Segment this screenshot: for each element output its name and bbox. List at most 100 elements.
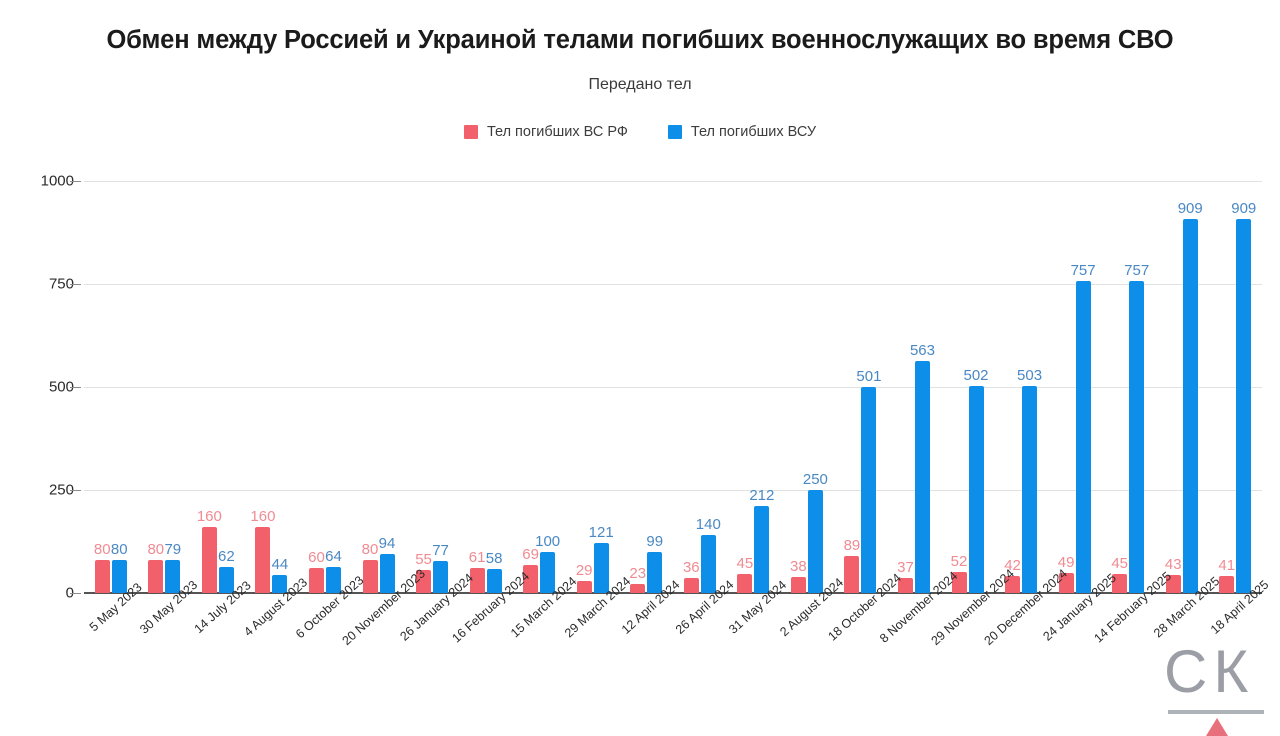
bar[interactable]: 64 [325, 549, 342, 593]
bar[interactable]: 89 [844, 538, 860, 593]
bar[interactable]: 60 [308, 550, 325, 593]
bar-group: 45 212 [727, 181, 781, 593]
bar-group: 80 94 [352, 181, 406, 593]
bar[interactable]: 121 [589, 525, 614, 593]
bar-value-label: 94 [378, 535, 396, 553]
bar-value-label: 69 [522, 545, 539, 563]
bar[interactable]: 160 [197, 509, 222, 593]
y-axis-tick-mark [70, 284, 81, 285]
bar[interactable]: 77 [432, 543, 449, 593]
bar-value-label: 502 [963, 367, 989, 385]
bar[interactable]: 44 [272, 557, 288, 593]
bar[interactable]: 23 [629, 566, 646, 593]
bar[interactable]: 503 [1017, 368, 1042, 593]
bar-value-label: 38 [790, 558, 807, 576]
bar-group: 89 501 [834, 181, 888, 593]
x-axis-tick: 29 March 2024 [562, 574, 633, 714]
bar[interactable]: 100 [535, 534, 560, 593]
bar-value-label: 41 [1218, 557, 1236, 575]
bar[interactable]: 757 [1124, 263, 1149, 593]
x-axis-tick: 20 November 2023 [339, 566, 427, 714]
bar-value-label: 80 [147, 541, 165, 559]
x-axis-tick: 4 August 2023 [242, 575, 311, 714]
bar-group: 61 58 [459, 181, 513, 593]
x-axis-tick: 2 August 2024 [777, 575, 846, 714]
bar-value-label: 140 [695, 516, 721, 534]
x-axis-tick: 8 November 2024 [877, 569, 960, 714]
bar-group: 80 80 [84, 181, 138, 593]
x-axis-tick: 14 February 2025 [1091, 569, 1174, 714]
gridline [84, 284, 1262, 285]
x-axis-tick: 29 November 2024 [928, 566, 1016, 714]
gridline [84, 387, 1262, 388]
bar-value-label: 45 [1111, 555, 1128, 573]
bar-value-label: 757 [1070, 262, 1096, 280]
bar[interactable]: 61 [469, 550, 485, 593]
bar-group: 41 909 [1208, 181, 1262, 593]
x-axis-labels: 5 May 2023 30 May 2023 14 July 2023 4 Augus… [84, 566, 1272, 714]
bar-value-label: 89 [843, 537, 861, 555]
x-axis-tick: 18 April 2025 [1208, 578, 1272, 714]
bar-value-label: 80 [361, 541, 379, 559]
legend-item-blue[interactable]: Тел погибших ВСУ [667, 124, 816, 140]
bar[interactable]: 36 [683, 560, 700, 593]
bar-value-label: 55 [415, 551, 432, 569]
bar-group: 160 44 [245, 181, 299, 593]
bar-value-label: 58 [485, 550, 503, 568]
bar-value-label: 79 [164, 541, 182, 559]
bar[interactable]: 99 [646, 534, 663, 593]
bar-value-label: 64 [325, 547, 342, 565]
bar[interactable]: 62 [218, 549, 235, 593]
x-axis-tick: 5 May 2023 [84, 580, 144, 714]
bar[interactable]: 55 [415, 552, 432, 593]
bar[interactable]: 42 [1004, 558, 1021, 593]
bar[interactable]: 80 [111, 542, 128, 593]
x-axis-tick: 31 May 2024 [726, 578, 789, 714]
bar-value-label: 36 [682, 559, 700, 577]
bar[interactable]: 140 [696, 517, 721, 593]
x-axis-tick: 20 December 2024 [982, 566, 1070, 714]
x-axis-line [84, 592, 1262, 594]
bar[interactable]: 563 [910, 343, 935, 593]
y-axis-tick-label: 250 [48, 481, 74, 499]
bar[interactable]: 38 [790, 559, 807, 593]
bar-group: 45 757 [1101, 181, 1155, 593]
bar[interactable]: 250 [803, 472, 828, 593]
y-axis-tick-mark [70, 593, 81, 594]
bar-value-label: 909 [1231, 199, 1257, 217]
x-axis-tick: 18 October 2024 [826, 571, 905, 714]
gridline [84, 490, 1262, 491]
bar-group: 49 757 [1048, 181, 1102, 593]
bar[interactable]: 43 [1165, 557, 1182, 593]
bar[interactable]: 29 [576, 563, 593, 593]
bar[interactable]: 212 [749, 488, 774, 593]
bar[interactable]: 80 [362, 542, 378, 593]
bar[interactable]: 37 [897, 560, 914, 593]
legend-item-red[interactable]: Тел погибших ВС РФ [463, 124, 628, 140]
bar[interactable]: 69 [522, 547, 539, 593]
bar-group: 60 64 [298, 181, 352, 593]
bar[interactable]: 45 [1111, 556, 1128, 593]
bar[interactable]: 94 [379, 536, 395, 593]
bar[interactable]: 49 [1058, 555, 1074, 593]
bar[interactable]: 80 [94, 542, 111, 593]
bar[interactable]: 41 [1218, 558, 1235, 593]
bar-group: 38 250 [780, 181, 834, 593]
bar[interactable]: 52 [951, 554, 967, 593]
bar-value-label: 43 [1164, 556, 1182, 574]
bar[interactable]: 45 [736, 556, 753, 593]
bar-value-label: 60 [308, 549, 325, 567]
plot-area: 0 250 500 750 1000 80 80 80 79 160 62 160 44 60 64 80 9… [41, 173, 1262, 602]
bar[interactable]: 160 [250, 509, 275, 593]
bar[interactable]: 502 [964, 368, 989, 593]
legend-swatch-blue [667, 125, 682, 139]
bar[interactable]: 909 [1231, 201, 1256, 593]
gridline [84, 181, 1262, 182]
bar[interactable]: 757 [1071, 263, 1096, 593]
bar[interactable]: 501 [856, 369, 881, 593]
bar-value-label: 29 [575, 562, 593, 580]
bar[interactable]: 80 [147, 542, 164, 593]
bar[interactable]: 909 [1178, 201, 1203, 593]
bar[interactable]: 58 [486, 551, 502, 593]
bar[interactable]: 79 [164, 542, 181, 593]
